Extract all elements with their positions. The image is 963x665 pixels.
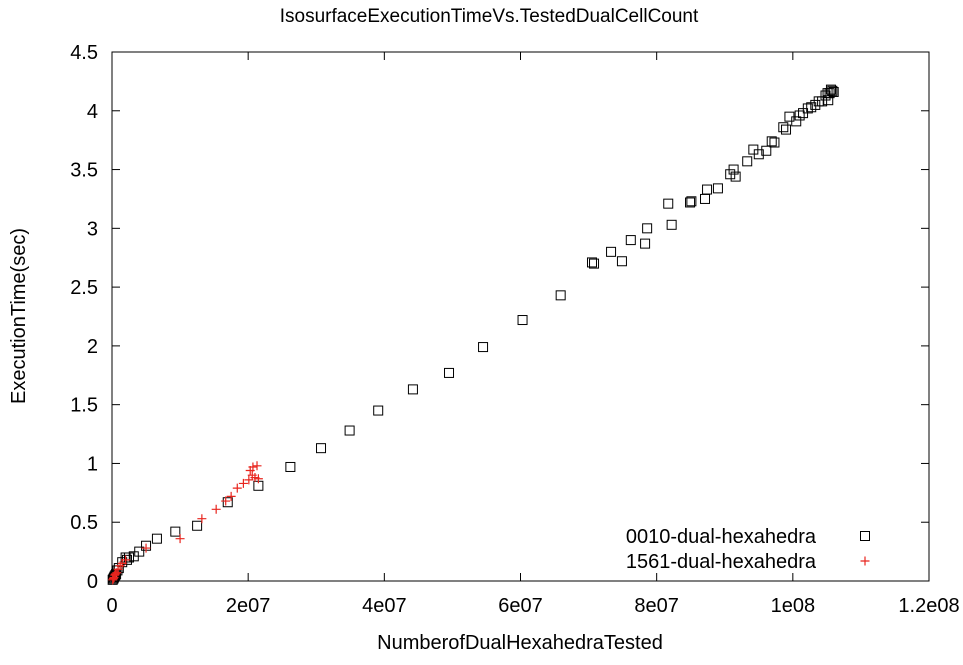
x-tick-label: 1e08 — [771, 595, 816, 617]
data-point — [170, 526, 181, 537]
data-point — [253, 474, 263, 484]
data-point — [316, 443, 327, 454]
data-point — [802, 103, 813, 114]
data-point — [141, 543, 151, 553]
x-tick-label: 6e07 — [498, 595, 543, 617]
data-point — [700, 193, 711, 204]
chart-title: IsosurfaceExecutionTimeVs.TestedDualCell… — [280, 6, 699, 27]
data-point — [248, 462, 258, 472]
data-point — [828, 86, 839, 97]
x-tick-label: 1.2e08 — [898, 595, 959, 617]
x-tick-label: 8e07 — [634, 595, 679, 617]
data-point — [555, 290, 566, 301]
data-point — [175, 534, 185, 544]
plot-area-frame — [111, 51, 930, 582]
data-point — [211, 504, 221, 514]
y-tick-label: 4 — [87, 101, 98, 123]
data-point — [226, 491, 236, 501]
x-axis-label: NumberofDualHexahedraTested — [377, 632, 663, 654]
data-point — [115, 561, 125, 571]
data-point — [221, 496, 231, 506]
data-point — [285, 461, 296, 472]
data-point — [686, 196, 697, 207]
data-point — [407, 384, 418, 395]
data-point — [666, 219, 677, 230]
data-point — [344, 425, 355, 436]
data-point — [134, 546, 145, 557]
data-point — [252, 461, 262, 471]
data-point — [781, 124, 792, 135]
data-point — [517, 315, 528, 326]
data-point — [589, 258, 600, 269]
data-point — [712, 183, 723, 194]
data-point — [192, 520, 203, 531]
legend-label: 1561-dual-hexahedra — [626, 551, 817, 573]
legend-marker — [860, 531, 870, 541]
data-point — [761, 145, 772, 156]
data-point — [685, 197, 696, 208]
x-tick-label: 0 — [106, 595, 117, 617]
data-point — [825, 84, 836, 95]
data-point — [110, 569, 120, 579]
data-point — [151, 533, 162, 544]
y-tick-label: 0 — [87, 571, 98, 593]
data-point — [373, 405, 384, 416]
data-point — [222, 497, 233, 508]
y-axis: 0 0.5 1 1.5 2 2.5 3 3.5 4 4.5 — [70, 42, 929, 593]
x-tick-label: 2e07 — [226, 595, 271, 617]
data-point — [586, 257, 597, 268]
data-point — [766, 136, 777, 147]
y-tick-label: 1 — [87, 453, 98, 475]
x-tick-label: 4e07 — [362, 595, 407, 617]
legend-label: 0010-dual-hexahedra — [626, 526, 817, 548]
data-point — [791, 116, 802, 127]
data-point — [728, 164, 739, 175]
data-point — [817, 96, 828, 107]
y-tick-label: 1.5 — [70, 395, 98, 417]
data-point — [640, 238, 651, 249]
y-tick-label: 2.5 — [70, 277, 98, 299]
data-point — [742, 156, 753, 167]
legend-marker — [860, 556, 870, 566]
data-point — [810, 99, 821, 110]
data-point — [606, 246, 617, 257]
series-layer — [107, 84, 839, 585]
data-point — [730, 171, 741, 182]
data-point — [444, 367, 455, 378]
series-1561-dual-hexahedra — [108, 461, 263, 585]
data-point — [794, 110, 805, 121]
data-point — [232, 483, 242, 493]
data-point — [244, 475, 254, 485]
y-tick-label: 0.5 — [70, 512, 98, 534]
y-tick-label: 3.5 — [70, 160, 98, 182]
data-point — [625, 235, 636, 246]
data-point — [663, 198, 674, 209]
data-point — [238, 478, 248, 488]
data-point — [753, 149, 764, 160]
x-axis: 0 2e07 4e07 6e07 8e07 1e08 1.2e08 — [106, 52, 960, 617]
y-tick-label: 4.5 — [70, 42, 98, 64]
y-tick-label: 2 — [87, 336, 98, 358]
data-point — [822, 88, 833, 99]
data-point — [769, 137, 780, 148]
y-axis-label: ExecutionTime(sec) — [8, 228, 30, 404]
data-point — [616, 256, 627, 267]
data-point — [778, 122, 789, 133]
data-point — [197, 514, 207, 524]
data-point — [121, 555, 131, 565]
y-tick-label: 3 — [87, 218, 98, 240]
data-point — [478, 342, 489, 353]
data-point — [110, 570, 120, 580]
data-point — [642, 223, 653, 234]
legend: 0010-dual-hexahedra 1561-dual-hexahedra — [626, 526, 870, 573]
data-point — [108, 575, 118, 585]
data-point — [702, 184, 713, 195]
